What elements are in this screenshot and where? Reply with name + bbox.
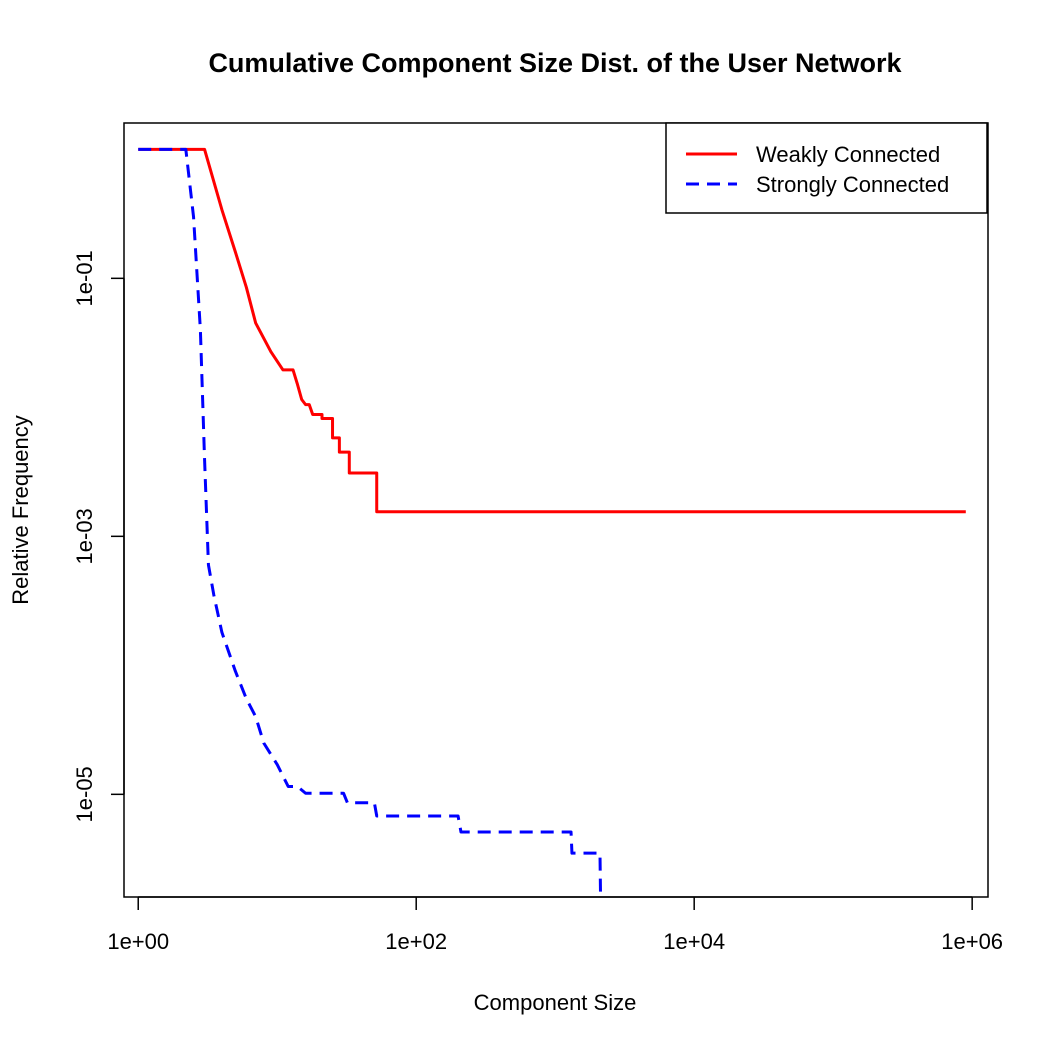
legend-box [665,122,988,214]
legend-label-0: Weakly Connected [756,142,940,167]
x-tick-label: 1e+02 [385,929,447,954]
y-tick-label: 1e-03 [72,508,97,564]
y-axis-label: Relative Frequency [8,415,33,605]
y-tick-label: 1e-05 [72,766,97,822]
x-tick-label: 1e+00 [107,929,169,954]
legend: Weakly Connected Strongly Connected [665,122,988,214]
series-line-0 [138,147,966,514]
legend-label-1: Strongly Connected [756,172,949,197]
plot-area [123,122,989,898]
y-axis: 1e-01 1e-03 1e-05 [72,250,125,822]
y-tick-label: 1e-01 [72,250,97,306]
series-layer [138,147,966,897]
x-tick-label: 1e+04 [663,929,725,954]
chart-title: Cumulative Component Size Dist. of the U… [208,48,902,78]
x-tick-label: 1e+06 [941,929,1003,954]
series-line-1 [138,147,603,897]
x-axis-label: Component Size [474,990,637,1015]
x-axis: 1e+00 1e+02 1e+04 1e+06 [107,896,1003,954]
